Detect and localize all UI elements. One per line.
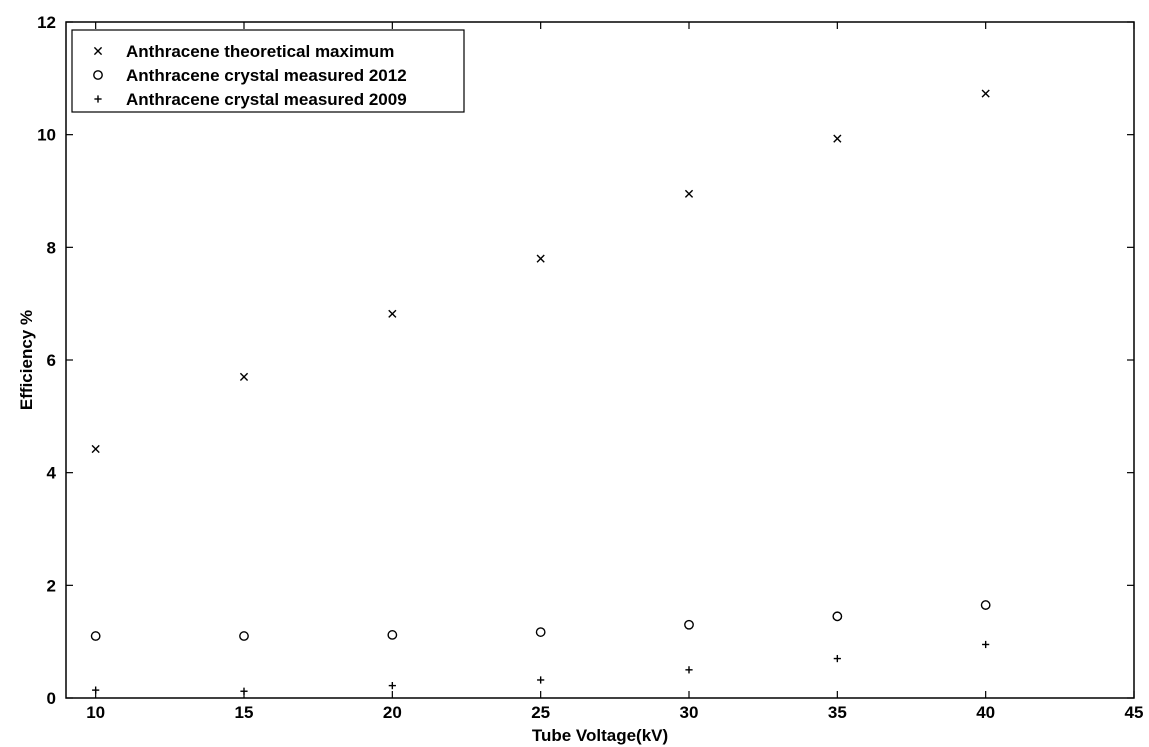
x-tick-label: 40 (976, 703, 995, 722)
plot-area (65, 21, 1135, 699)
measured-2009-point (240, 687, 248, 695)
x-axis-title: Tube Voltage(kV) (532, 726, 668, 745)
legend-marker-2012 (93, 70, 103, 80)
theoretical-max-point (91, 444, 100, 454)
y-tick-label: 12 (37, 13, 56, 32)
measured-2012-point (980, 600, 991, 610)
legend: Anthracene theoretical maximum Anthracen… (71, 29, 465, 113)
legend-box (71, 29, 465, 113)
x-tick-label: 10 (86, 703, 105, 722)
x-tick-label: 45 (1125, 703, 1144, 722)
y-tick-label: 10 (37, 126, 56, 145)
legend-markers (93, 46, 103, 103)
theoretical-max-point (833, 134, 842, 143)
measured-2009-point (982, 640, 990, 649)
theoretical-max-point (981, 89, 990, 98)
measured-2009-point (833, 654, 841, 663)
theoretical-max-point (684, 189, 694, 198)
measured-2009-point (685, 666, 693, 674)
y-tick-label: 4 (47, 464, 57, 483)
measured-2012-point (832, 611, 843, 622)
axis-ticks: 10 15 20 25 30 35 40 45 0 2 4 6 8 10 12 (37, 13, 1143, 722)
legend-label-theoretical: Anthracene theoretical maximum (126, 42, 394, 61)
legend-label-2012: Anthracene crystal measured 2012 (126, 66, 407, 85)
measured-2012-point (239, 631, 249, 641)
x-tick-label: 15 (235, 703, 254, 722)
y-tick-label: 6 (47, 351, 56, 370)
theoretical-max-point (388, 309, 397, 318)
x-tick-label: 25 (531, 703, 550, 722)
legend-label-2009: Anthracene crystal measured 2009 (126, 90, 407, 109)
measured-2012-point (387, 630, 398, 640)
measured-2009-point (537, 676, 545, 684)
measured-2012-point (684, 619, 694, 630)
y-axis-title: Efficiency % (17, 310, 36, 410)
y-tick-label: 0 (47, 689, 56, 708)
x-tick-label: 35 (828, 703, 847, 722)
x-tick-label: 30 (680, 703, 699, 722)
legend-marker-2009 (94, 95, 102, 103)
measured-2009-point (92, 686, 100, 694)
data-marks (90, 89, 991, 695)
theoretical-max-point (239, 372, 249, 381)
y-tick-label: 2 (47, 576, 56, 595)
x-tick-label: 20 (383, 703, 402, 722)
y-tick-label: 8 (47, 238, 56, 257)
measured-2012-point (90, 631, 101, 641)
measured-2012-point (535, 627, 546, 637)
legend-marker-theoretical (93, 46, 103, 56)
theoretical-max-point (536, 254, 545, 263)
measured-2009-point (388, 682, 396, 690)
